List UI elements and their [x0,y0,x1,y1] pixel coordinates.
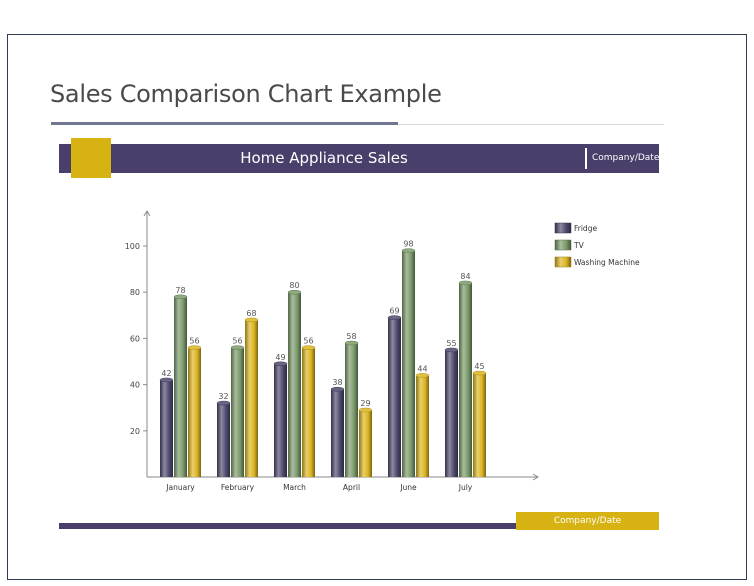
footer-company-date: Company/Date [516,512,659,530]
banner-company-date: Company/Date [592,153,660,163]
chart-title: Home Appliance Sales [240,149,408,167]
bar-tv-june [401,248,416,477]
legend-label: Washing Machine [574,258,640,267]
x-tick-label: March [283,483,306,492]
chart-banner [59,144,659,173]
title-rule [398,124,664,125]
bar-value-label: 29 [360,399,370,408]
bar-washing-machine-june [415,373,430,477]
footer-bar [59,523,516,529]
bar-value-label: 69 [389,307,399,316]
x-tick-label: January [165,483,195,492]
x-tick-label: February [221,483,255,492]
bar-tv-july [458,280,473,477]
y-axis-arrow [143,210,151,217]
legend-label: TV [573,241,585,250]
legend-item-fridge: Fridge [554,222,597,234]
bar-value-label: 42 [161,369,171,378]
x-axis-arrow [532,473,539,481]
slide-page: Sales Comparison Chart Example Home Appl… [7,34,747,580]
y-tick-label: 60 [130,334,140,343]
bar-fridge-february [216,400,231,477]
bar-value-label: 84 [460,272,470,281]
x-tick-label: April [343,483,360,492]
legend-item-washing-machine: Washing Machine [554,256,640,268]
bar-value-label: 98 [403,240,413,249]
legend-label: Fridge [574,224,597,233]
bar-fridge-march [273,361,288,477]
bar-value-label: 45 [474,362,484,371]
bar-fridge-june [387,315,402,477]
bar-fridge-april [330,386,345,477]
chart-plot: 20 40 60 80 100 42 78 56 January 32 56 68 February 4… [125,210,640,492]
bar-value-label: 56 [232,337,242,346]
bar-washing-machine-january [187,345,202,477]
bar-tv-february [230,345,245,477]
legend-item-tv: TV [554,239,585,251]
bar-value-label: 58 [346,332,356,341]
bar-value-label: 44 [417,364,427,373]
bar-value-label: 56 [189,337,199,346]
y-tick-label: 40 [130,381,140,390]
bar-washing-machine-july [472,370,487,477]
bar-washing-machine-february [244,317,259,477]
x-tick-label: July [458,483,473,492]
bar-value-label: 38 [332,378,342,387]
banner-accent-square [71,138,111,178]
slide-title: Sales Comparison Chart Example [50,80,442,108]
bar-value-label: 49 [275,353,285,362]
banner-divider [585,148,587,169]
bar-fridge-july [444,347,459,477]
title-underline [51,122,398,125]
bar-tv-march [287,289,302,477]
y-tick-label: 20 [130,427,140,436]
bar-washing-machine-march [301,345,316,477]
bar-value-label: 78 [175,286,185,295]
y-tick-label: 80 [130,288,140,297]
bar-fridge-january [159,377,174,477]
x-tick-label: June [399,483,417,492]
bar-tv-january [173,294,188,477]
y-tick-label: 100 [125,242,140,251]
bar-value-label: 32 [218,392,228,401]
bar-tv-april [344,340,359,477]
bar-value-label: 55 [446,339,456,348]
bar-washing-machine-april [358,407,373,477]
bar-value-label: 56 [303,337,313,346]
bar-value-label: 80 [289,281,299,290]
bar-value-label: 68 [246,309,256,318]
